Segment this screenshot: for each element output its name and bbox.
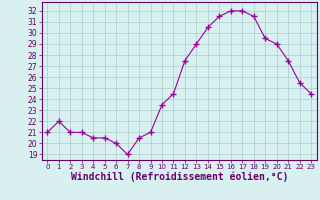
X-axis label: Windchill (Refroidissement éolien,°C): Windchill (Refroidissement éolien,°C) [70,172,288,182]
